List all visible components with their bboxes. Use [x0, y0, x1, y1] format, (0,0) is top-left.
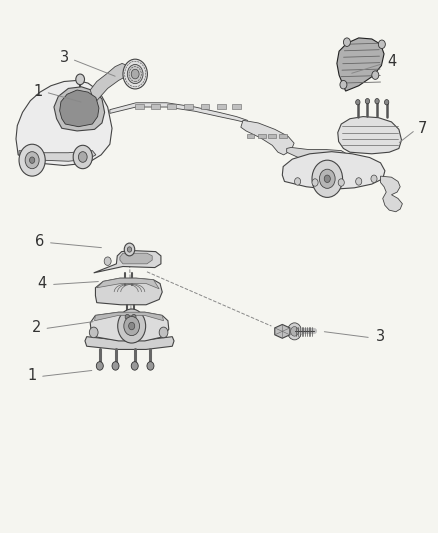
Polygon shape	[184, 104, 193, 109]
Circle shape	[112, 362, 119, 370]
Polygon shape	[151, 104, 160, 109]
Text: 7: 7	[417, 121, 427, 136]
Circle shape	[25, 152, 39, 168]
Polygon shape	[381, 176, 403, 212]
Circle shape	[131, 69, 139, 79]
Text: 4: 4	[38, 276, 47, 291]
Circle shape	[73, 146, 92, 168]
Circle shape	[78, 152, 87, 163]
Circle shape	[378, 40, 385, 49]
Circle shape	[159, 327, 168, 338]
Circle shape	[96, 362, 103, 370]
Circle shape	[343, 38, 350, 46]
Polygon shape	[95, 278, 162, 305]
Polygon shape	[110, 103, 247, 123]
Circle shape	[125, 314, 130, 320]
Polygon shape	[60, 90, 99, 127]
Circle shape	[19, 144, 45, 176]
Circle shape	[371, 175, 377, 182]
Circle shape	[312, 179, 318, 186]
Circle shape	[89, 327, 98, 338]
Polygon shape	[94, 251, 161, 273]
Polygon shape	[287, 148, 348, 165]
Text: 1: 1	[28, 368, 37, 383]
Circle shape	[131, 362, 138, 370]
Circle shape	[324, 175, 330, 182]
Polygon shape	[167, 104, 176, 109]
Circle shape	[288, 323, 301, 340]
Circle shape	[124, 243, 135, 256]
Circle shape	[76, 74, 85, 85]
Polygon shape	[95, 312, 163, 321]
Polygon shape	[268, 134, 276, 138]
Polygon shape	[19, 151, 96, 161]
Circle shape	[290, 327, 298, 336]
Circle shape	[294, 177, 300, 185]
Polygon shape	[16, 80, 112, 165]
Circle shape	[340, 80, 347, 89]
Circle shape	[127, 247, 132, 252]
Polygon shape	[337, 38, 384, 91]
Circle shape	[365, 99, 370, 104]
Circle shape	[319, 169, 335, 188]
Circle shape	[124, 317, 140, 336]
Polygon shape	[135, 104, 144, 109]
Circle shape	[356, 100, 360, 105]
Circle shape	[356, 177, 362, 185]
Polygon shape	[247, 134, 254, 138]
Polygon shape	[120, 253, 152, 264]
Circle shape	[147, 362, 154, 370]
Text: 2: 2	[32, 320, 41, 335]
Circle shape	[338, 179, 344, 186]
Polygon shape	[90, 63, 130, 102]
Polygon shape	[90, 312, 169, 341]
Circle shape	[29, 157, 35, 164]
Text: 3: 3	[376, 329, 385, 344]
Polygon shape	[217, 104, 226, 109]
Polygon shape	[201, 104, 209, 109]
Circle shape	[385, 100, 389, 105]
Text: 1: 1	[33, 84, 42, 99]
Circle shape	[312, 160, 343, 197]
Text: 6: 6	[35, 234, 45, 249]
Polygon shape	[54, 87, 105, 131]
Polygon shape	[279, 134, 287, 138]
Polygon shape	[258, 134, 266, 138]
Circle shape	[123, 59, 148, 89]
Circle shape	[132, 314, 136, 320]
Circle shape	[129, 322, 135, 330]
Circle shape	[375, 99, 379, 104]
Text: 4: 4	[387, 54, 396, 69]
Text: 3: 3	[60, 50, 69, 65]
Circle shape	[372, 71, 379, 79]
Circle shape	[104, 257, 111, 265]
Polygon shape	[97, 278, 159, 289]
Polygon shape	[275, 325, 290, 338]
Circle shape	[127, 64, 143, 84]
Polygon shape	[232, 104, 241, 109]
Polygon shape	[241, 120, 294, 155]
Polygon shape	[85, 337, 174, 350]
Polygon shape	[338, 117, 402, 154]
Polygon shape	[283, 152, 385, 189]
Circle shape	[118, 309, 146, 343]
